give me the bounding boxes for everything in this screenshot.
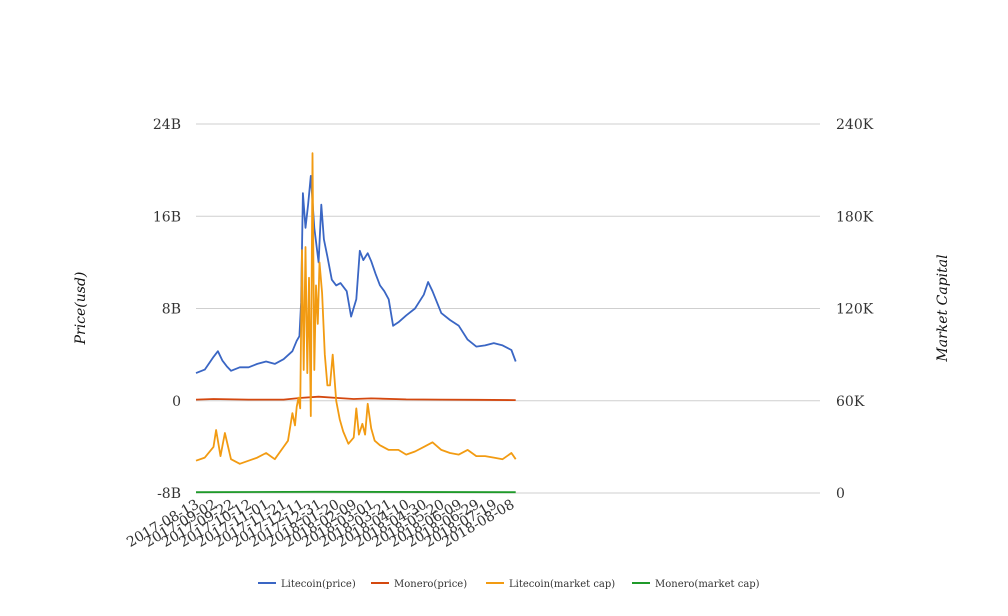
legend: Litecoin(price) Monero(price) Litecoin(mar… [258,579,760,590]
y-right-tick-label: 240K [836,117,874,133]
y-axis-left-ticks: -8B 0 8B 16B 24B [153,117,181,502]
legend-label: Litecoin(market cap) [509,579,615,590]
y-axis-right-title: Market Capital [935,254,951,362]
y-left-tick-label: 24B [153,117,181,133]
series-lines [195,152,517,494]
y-right-tick-label: 0 [836,486,845,502]
y-axis-right-ticks: 0 60K 120K 180K 240K [836,117,874,502]
gridlines [196,123,820,494]
legend-label: Litecoin(price) [281,579,356,590]
legend-label: Monero(price) [394,579,467,590]
y-right-tick-label: 120K [836,302,874,318]
x-axis-ticks: 2017-08-132017-09-022017-09-222017-10-12… [124,497,517,551]
y-left-tick-label: -8B [157,486,181,502]
y-left-tick-label: 8B [162,302,181,318]
series-line-litecoin-market-cap [195,152,517,465]
y-right-tick-label: 180K [836,209,874,225]
legend-label: Monero(market cap) [655,579,760,590]
y-right-tick-label: 60K [836,394,865,410]
y-left-tick-label: 0 [172,394,181,410]
series-line-monero-price [195,395,516,401]
y-left-tick-label: 16B [153,209,181,225]
y-axis-left-title: Price(usd) [73,272,89,346]
series-line-litecoin-price [195,174,517,374]
